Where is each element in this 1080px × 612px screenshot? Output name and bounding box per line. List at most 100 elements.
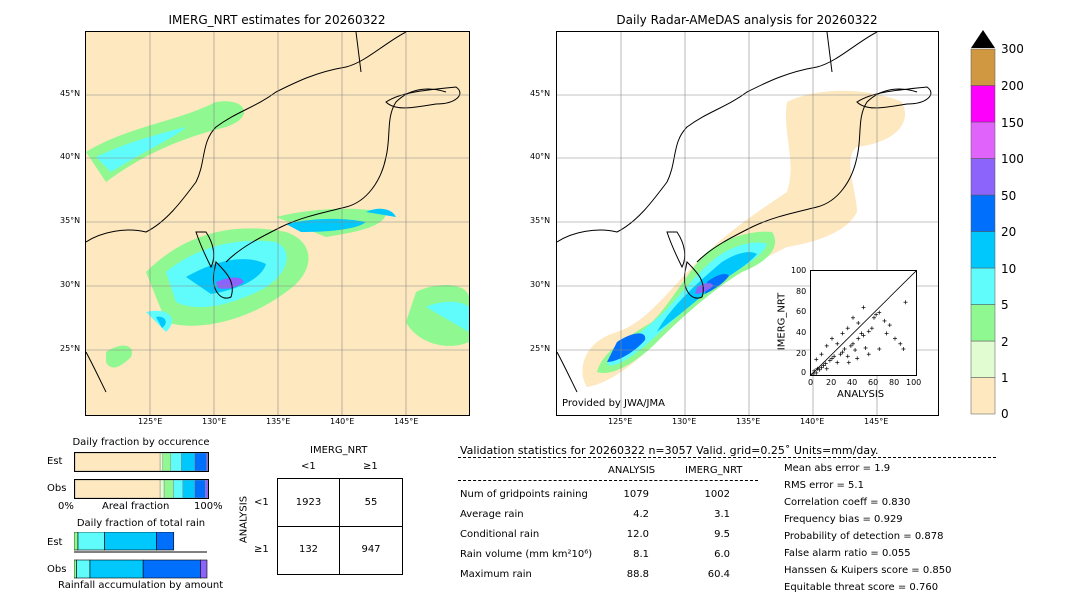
- scatter-point: [898, 341, 903, 346]
- scatter-point: [856, 336, 861, 341]
- occurrence-axis-mid: Areal fraction: [102, 501, 170, 512]
- colorbar-segment: [970, 194, 996, 232]
- colorbar-label: 100: [1001, 152, 1024, 166]
- scatter-point: [842, 347, 847, 351]
- validation-score: Frequency bias = 0.929: [784, 514, 903, 525]
- right-lon-label: 140°E: [800, 417, 825, 426]
- colorbar-segment: [970, 340, 996, 378]
- left-map: [85, 31, 470, 416]
- validation-row-label: Rain volume (mm km²10⁶): [460, 549, 593, 560]
- scatter-point: [830, 356, 834, 361]
- scatter-point: [903, 300, 908, 305]
- scatter-point: [819, 365, 824, 370]
- contingency-cell: 947: [361, 544, 381, 555]
- validation-row-analysis: 8.1: [633, 549, 649, 560]
- scatter-point: [832, 354, 837, 359]
- scatter-point: [869, 326, 874, 331]
- total-rain-segment: [156, 532, 175, 551]
- contingency-row-ge: ≥1: [254, 544, 269, 555]
- total-rain-title: Daily fraction of total rain: [76, 518, 206, 529]
- scatter-canvas: [810, 270, 917, 376]
- scatter-point: [851, 315, 855, 320]
- scatter-point: [830, 336, 834, 341]
- scatter-point: [838, 352, 843, 357]
- validation-row-analysis: 1079: [623, 489, 649, 500]
- colorbar-label: 1: [1001, 371, 1009, 385]
- contingency-col-title: IMERG_NRT: [310, 445, 368, 456]
- contingency-cell: 132: [298, 544, 319, 555]
- left-rain-pattern: [86, 101, 469, 368]
- scatter-xtick: 40: [847, 378, 858, 387]
- occurrence-row-label: Est: [47, 456, 63, 467]
- right-lat-label: 30°N: [530, 280, 551, 289]
- validation-table-divider: [458, 480, 758, 481]
- scatter-point: [884, 331, 889, 336]
- contingency-cell: 1923: [295, 497, 322, 508]
- occurrence-bar-est-canvas: [75, 453, 208, 471]
- scatter-point: [835, 360, 840, 365]
- total-rain-bars: [74, 532, 208, 579]
- colorbar-segments: [970, 48, 996, 415]
- validation-row-label: Average rain: [460, 509, 524, 520]
- scatter-point: [866, 329, 871, 334]
- right-lat-label: 35°N: [530, 216, 551, 225]
- total-rain-segment: [142, 559, 201, 579]
- colorbar-label: 5: [1001, 298, 1009, 312]
- scatter-point: [819, 352, 824, 357]
- validation-row-imerg: 60.4: [707, 569, 730, 580]
- total-rain-segment: [77, 532, 105, 551]
- left-grid: [86, 32, 469, 415]
- left-lon-label: 135°E: [266, 417, 291, 426]
- colorbar-segment: [970, 48, 996, 86]
- scatter-ytick: 60: [796, 307, 807, 316]
- scatter-point: [823, 361, 828, 366]
- left-lat-label: 40°N: [60, 152, 81, 161]
- left-lon-label: 130°E: [202, 417, 227, 426]
- colorbar-label: 150: [1001, 116, 1024, 130]
- occurrence-segment: [162, 453, 172, 471]
- validation-row-imerg: 3.1: [714, 509, 730, 520]
- occurrence-segment: [163, 480, 174, 498]
- colorbar-segment: [970, 377, 996, 415]
- scatter-point: [851, 341, 855, 346]
- scatter-ytick: 20: [796, 349, 807, 358]
- scatter-point: [882, 318, 887, 323]
- contingency-row-lt: <1: [254, 497, 269, 508]
- validation-score: Equitable threat score = 0.760: [784, 582, 939, 593]
- left-map-title: IMERG_NRT estimates for 20260322: [168, 13, 386, 27]
- scatter-xtick: 80: [889, 378, 900, 387]
- contingency-table: 1923 55 132 947: [277, 478, 403, 575]
- scatter-point: [856, 321, 861, 325]
- colorbar-segment: [970, 231, 996, 269]
- scatter-point: [812, 368, 817, 373]
- right-lat-label: 45°N: [530, 89, 551, 98]
- total-rain-segment: [74, 559, 77, 579]
- scatter-point: [887, 323, 892, 328]
- right-lat-label: 40°N: [530, 152, 551, 161]
- right-map-title: Daily Radar-AMeDAS analysis for 20260322: [616, 13, 878, 27]
- colorbar-label: 20: [1001, 225, 1017, 239]
- scatter-point: [863, 345, 868, 350]
- validation-row-analysis: 88.8: [626, 569, 649, 580]
- colorbar-segment: [970, 158, 996, 196]
- total-rain-segment: [104, 532, 157, 551]
- occurrence-segment: [75, 480, 161, 498]
- validation-score: Correlation coeff = 0.830: [784, 497, 911, 508]
- validation-row-label: Maximum rain: [460, 569, 532, 580]
- total-rain-segment: [89, 559, 144, 579]
- occurrence-segment: [205, 480, 208, 498]
- right-lon-label: 130°E: [672, 417, 697, 426]
- occurrence-segment: [75, 453, 161, 471]
- scatter-ytick: 80: [796, 287, 807, 296]
- right-lat-label: 25°N: [530, 344, 551, 353]
- scatter-point: [814, 357, 819, 362]
- left-coastline: [86, 32, 461, 393]
- scatter-point: [840, 331, 845, 336]
- left-lon-label: 140°E: [330, 417, 355, 426]
- scatter-point: [893, 336, 897, 341]
- scatter-point: [874, 312, 879, 317]
- total-rain-row-label: Est: [47, 537, 63, 548]
- scatter-point: [827, 358, 832, 363]
- total-rain-segment: [76, 559, 91, 579]
- scatter-point: [824, 366, 829, 371]
